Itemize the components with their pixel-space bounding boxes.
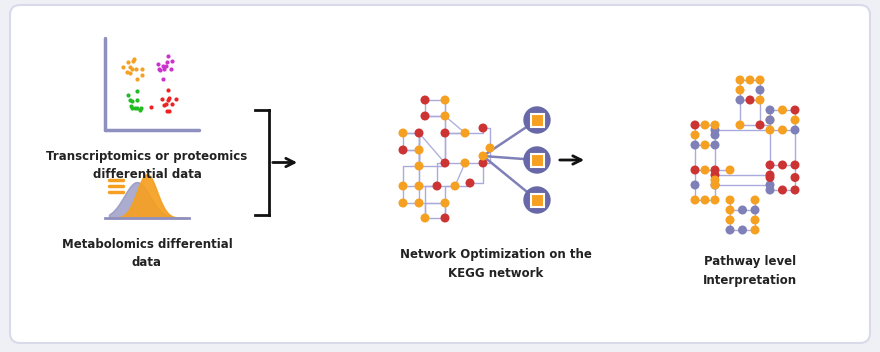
Circle shape (790, 186, 800, 195)
Circle shape (460, 128, 470, 138)
Circle shape (691, 165, 700, 175)
Circle shape (751, 206, 759, 214)
Circle shape (736, 120, 744, 130)
Circle shape (766, 115, 774, 125)
Circle shape (790, 161, 800, 170)
Circle shape (399, 182, 407, 190)
Circle shape (451, 182, 459, 190)
Circle shape (466, 178, 474, 188)
Circle shape (725, 206, 735, 214)
Circle shape (691, 120, 700, 130)
Circle shape (725, 215, 735, 225)
Circle shape (414, 145, 423, 155)
Circle shape (432, 182, 442, 190)
Circle shape (778, 186, 787, 195)
Circle shape (738, 226, 747, 234)
Circle shape (441, 158, 450, 168)
Text: Pathway level
Interpretation: Pathway level Interpretation (703, 255, 797, 287)
Circle shape (751, 226, 759, 234)
Circle shape (414, 128, 423, 138)
Circle shape (766, 106, 774, 114)
Circle shape (756, 120, 765, 130)
Circle shape (479, 151, 488, 161)
Circle shape (399, 199, 407, 207)
Circle shape (778, 161, 787, 170)
Circle shape (700, 140, 709, 150)
Circle shape (524, 107, 550, 133)
Circle shape (725, 195, 735, 205)
Circle shape (778, 126, 787, 134)
Circle shape (738, 206, 747, 214)
Circle shape (710, 181, 720, 189)
Circle shape (790, 126, 800, 134)
Circle shape (414, 162, 423, 170)
FancyBboxPatch shape (10, 5, 870, 343)
FancyBboxPatch shape (531, 194, 544, 207)
Circle shape (710, 140, 720, 150)
Circle shape (710, 176, 720, 184)
Circle shape (441, 214, 450, 222)
Circle shape (486, 144, 495, 152)
Circle shape (710, 170, 720, 180)
Circle shape (766, 126, 774, 134)
Circle shape (710, 165, 720, 175)
Circle shape (399, 145, 407, 155)
Circle shape (736, 95, 744, 105)
Circle shape (441, 128, 450, 138)
Circle shape (441, 199, 450, 207)
Circle shape (421, 214, 429, 222)
Circle shape (710, 131, 720, 139)
Text: Transcriptomics or proteomics
differential data: Transcriptomics or proteomics differenti… (47, 150, 247, 181)
Text: Network Optimization on the
KEGG network: Network Optimization on the KEGG network (400, 248, 592, 280)
Circle shape (524, 147, 550, 173)
Circle shape (756, 95, 765, 105)
Circle shape (751, 195, 759, 205)
Circle shape (766, 181, 774, 189)
Circle shape (414, 182, 423, 190)
Circle shape (524, 187, 550, 213)
Circle shape (766, 173, 774, 182)
Circle shape (399, 128, 407, 138)
Circle shape (710, 120, 720, 130)
Circle shape (691, 181, 700, 189)
Circle shape (766, 115, 774, 125)
Circle shape (725, 226, 735, 234)
Circle shape (479, 124, 488, 132)
Circle shape (790, 173, 800, 182)
Circle shape (766, 161, 774, 170)
Circle shape (441, 95, 450, 105)
Circle shape (700, 120, 709, 130)
Circle shape (766, 170, 774, 180)
Circle shape (700, 195, 709, 205)
Circle shape (756, 75, 765, 84)
Circle shape (479, 158, 488, 168)
Circle shape (778, 106, 787, 114)
Circle shape (751, 215, 759, 225)
Circle shape (421, 112, 429, 120)
Circle shape (710, 195, 720, 205)
Circle shape (756, 86, 765, 94)
Circle shape (710, 126, 720, 134)
Circle shape (414, 199, 423, 207)
Circle shape (736, 86, 744, 94)
Circle shape (710, 181, 720, 189)
Circle shape (766, 186, 774, 195)
Circle shape (691, 195, 700, 205)
Circle shape (700, 165, 709, 175)
FancyBboxPatch shape (531, 113, 544, 126)
Circle shape (725, 165, 735, 175)
Circle shape (691, 140, 700, 150)
Circle shape (441, 112, 450, 120)
Circle shape (460, 158, 470, 168)
Circle shape (736, 75, 744, 84)
Text: Metabolomics differential
data: Metabolomics differential data (62, 238, 232, 269)
FancyBboxPatch shape (531, 153, 544, 166)
Circle shape (745, 95, 754, 105)
Circle shape (745, 75, 754, 84)
Circle shape (691, 131, 700, 139)
Circle shape (790, 106, 800, 114)
Circle shape (421, 95, 429, 105)
Circle shape (790, 115, 800, 125)
